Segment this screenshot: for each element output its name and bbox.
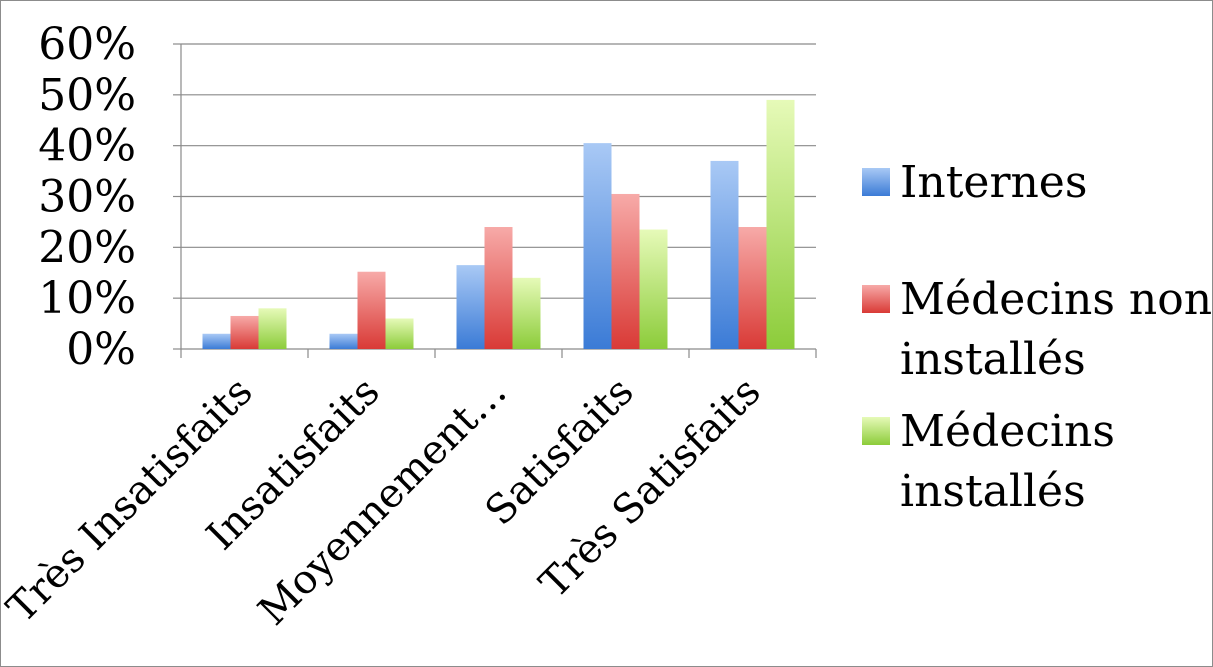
legend-label: installés (900, 466, 1086, 517)
y-tick-labels: 0%10%20%30%40%50%60% (38, 19, 136, 375)
bar (258, 308, 287, 349)
legend: Internes Médecins non installés Médecins ins… (862, 157, 1212, 517)
bar (484, 227, 513, 349)
bar (230, 315, 259, 349)
bar (512, 277, 541, 349)
bar (456, 265, 485, 349)
bar (357, 271, 386, 349)
x-tick-label: Moyennement… (250, 369, 516, 635)
x-tick-labels: Très InsatisfaitsInsatisfaitsMoyennement… (0, 369, 770, 635)
bar (639, 229, 668, 349)
gridlines (181, 43, 816, 299)
x-tick-label: Très Satisfaits (531, 369, 770, 608)
y-tick-label: 40% (38, 121, 136, 172)
y-tick-label: 10% (38, 273, 136, 324)
legend-label: Médecins non (900, 274, 1212, 325)
bar (611, 193, 640, 349)
bar (583, 143, 612, 349)
bar (766, 99, 795, 350)
legend-swatch (862, 285, 890, 313)
bar (710, 160, 739, 349)
y-tick-label: 50% (38, 70, 136, 121)
y-tick-label: 30% (38, 172, 136, 223)
bar (738, 227, 767, 349)
legend-swatch (862, 168, 890, 196)
x-tick-label: Très Insatisfaits (0, 369, 262, 632)
legend-label: installés (900, 334, 1086, 385)
bar (385, 318, 414, 349)
bar (202, 333, 231, 349)
y-tick-label: 0% (66, 324, 136, 375)
bars (202, 99, 795, 350)
legend-label: Internes (900, 157, 1087, 208)
y-tick-label: 20% (38, 222, 136, 273)
bar (329, 333, 358, 349)
legend-label: Médecins (900, 406, 1115, 457)
y-tick-label: 60% (38, 19, 136, 70)
legend-swatch (862, 417, 890, 445)
